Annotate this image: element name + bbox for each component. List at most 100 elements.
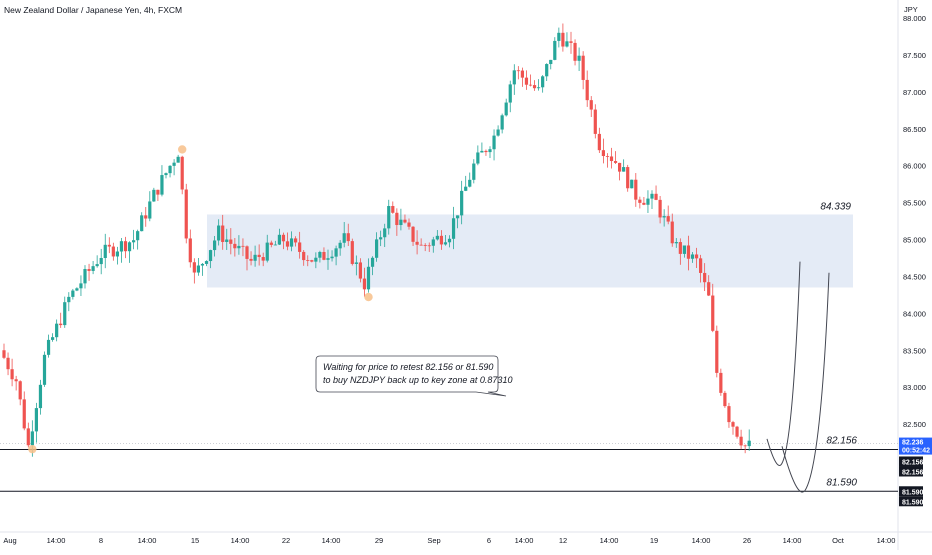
candle-body	[686, 245, 691, 259]
price-tick-label: 84.500	[903, 272, 926, 281]
price-tick-label: 82.500	[903, 420, 926, 429]
candle-body	[221, 225, 225, 242]
candle-body	[427, 245, 431, 247]
candle-body	[484, 150, 488, 153]
candle-body	[184, 189, 188, 239]
candle-body	[132, 240, 136, 243]
candle-body	[512, 70, 516, 85]
candle-body	[601, 150, 605, 157]
candle-body	[87, 269, 91, 271]
candle-body	[14, 379, 18, 382]
candle-body	[626, 167, 630, 189]
candle-body	[646, 198, 650, 205]
candle-body	[350, 241, 354, 264]
candle-body	[22, 399, 26, 429]
candle-body	[541, 76, 545, 88]
candle-body	[103, 244, 107, 258]
candle-body	[136, 231, 140, 241]
candle-body	[208, 250, 213, 262]
annotation-line-1: Waiting for price to retest 82.156 or 81…	[323, 362, 493, 372]
candle-body	[115, 251, 119, 257]
pivot-marker-0	[28, 444, 37, 454]
candle-body	[524, 77, 529, 85]
candle-body	[431, 239, 435, 246]
time-tick-label: 14:00	[231, 536, 250, 545]
candle-body	[528, 84, 533, 86]
candle-body	[435, 235, 439, 240]
pivot-marker-2	[364, 292, 373, 302]
level-axis-tag-label: 82.156	[902, 459, 924, 466]
chart-title: New Zealand Dollar / Japanese Yen, 4h, F…	[4, 5, 183, 15]
current-price-countdown: 00:52:42	[902, 448, 930, 455]
candle-body	[156, 189, 160, 195]
candle-body	[739, 436, 743, 446]
candle-body	[423, 245, 427, 246]
candle-body	[609, 156, 614, 162]
candle-body	[233, 243, 237, 249]
candle-body	[152, 189, 156, 202]
time-tick-label: 14:00	[515, 536, 534, 545]
candle-body	[456, 215, 460, 219]
candle-body	[516, 70, 520, 72]
current-price-value: 82.236	[902, 440, 924, 447]
candle-body	[144, 215, 148, 219]
time-tick-label: 14:00	[322, 536, 341, 545]
candle-body	[330, 256, 334, 259]
time-tick-label: 19	[650, 536, 658, 545]
time-tick-label: 22	[282, 536, 290, 545]
candle-body	[366, 266, 371, 290]
candle-body	[241, 245, 245, 247]
candle-body	[565, 41, 569, 47]
candle-body	[488, 149, 492, 153]
candle-body	[658, 199, 662, 218]
candle-body	[79, 283, 83, 289]
candle-body	[265, 242, 269, 261]
candle-body	[585, 79, 589, 101]
price-tick-label: 84.000	[903, 309, 926, 318]
candle-body	[395, 212, 399, 226]
candle-body	[743, 445, 747, 447]
price-tick-label: 86.500	[903, 125, 926, 134]
candle-body	[703, 272, 707, 283]
candle-body	[464, 186, 468, 191]
candle-body	[496, 129, 500, 136]
level-axis-tag	[899, 496, 923, 507]
candle-body	[399, 219, 403, 226]
candle-body	[249, 258, 253, 261]
candle-body	[500, 115, 504, 130]
annotation-callout[interactable]	[315, 355, 507, 397]
candle-body	[403, 219, 407, 223]
candle-body	[727, 406, 731, 423]
candle-body	[370, 257, 375, 267]
candle-body	[342, 233, 346, 243]
candle-body	[164, 173, 168, 176]
time-tick-label: 8	[99, 536, 103, 545]
candle-body	[160, 175, 164, 195]
candle-body	[593, 109, 597, 134]
price-tick-label: 88.000	[903, 14, 926, 23]
candle-body	[375, 239, 379, 258]
projection-path-1[interactable]	[766, 261, 801, 466]
candle-body	[634, 179, 638, 200]
candle-body	[289, 238, 294, 247]
pivot-marker-1	[178, 145, 187, 154]
candle-body	[83, 269, 87, 284]
candle-body	[107, 244, 111, 247]
candle-body	[192, 262, 196, 273]
candle-body	[439, 235, 443, 245]
candle-body	[302, 251, 306, 261]
projection-path-2[interactable]	[781, 272, 830, 493]
price-tick-label: 83.500	[903, 346, 926, 355]
time-tick-label: 14:00	[600, 536, 619, 545]
candle-body	[561, 32, 565, 47]
candle-body	[407, 222, 411, 227]
time-tick-label: Oct	[832, 536, 845, 545]
candle-body	[168, 165, 172, 174]
annotation-line-2: to buy NZDJPY back up to key zone at 0.8…	[323, 375, 512, 385]
candle-body	[229, 239, 233, 244]
current-price-tag	[899, 437, 932, 455]
candle-body	[200, 263, 205, 266]
level-axis-tag	[899, 456, 923, 467]
